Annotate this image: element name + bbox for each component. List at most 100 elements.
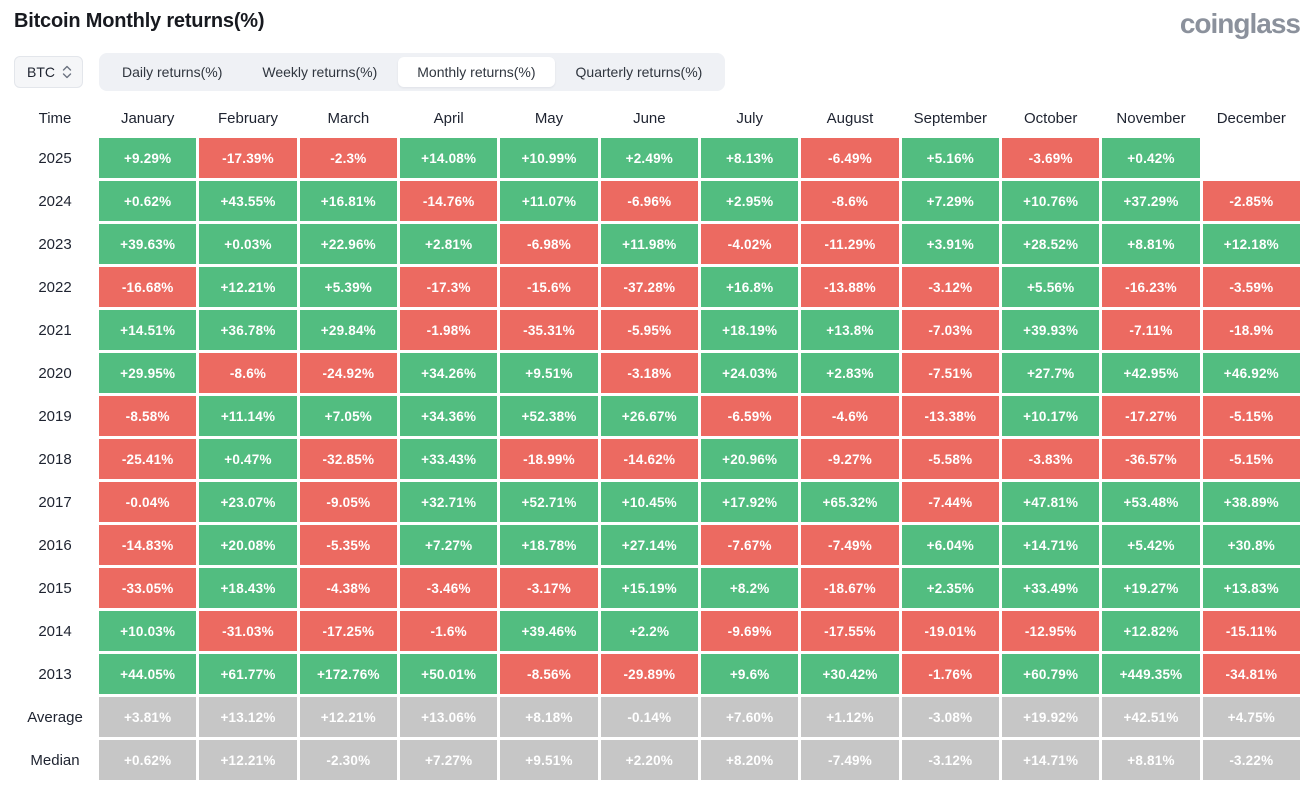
return-cell: +14.71% bbox=[1002, 525, 1100, 565]
return-cell: +11.14% bbox=[199, 396, 297, 436]
return-cell: -9.27% bbox=[801, 439, 899, 479]
return-cell: +19.92% bbox=[1002, 697, 1100, 737]
return-cell: -4.02% bbox=[701, 224, 799, 264]
return-cell: +12.21% bbox=[299, 697, 397, 737]
return-cell: +34.26% bbox=[400, 353, 498, 393]
return-cell: -7.51% bbox=[901, 353, 999, 393]
return-cell: +27.14% bbox=[600, 525, 698, 565]
return-cell: +14.51% bbox=[99, 310, 197, 350]
return-cell: -29.89% bbox=[600, 654, 698, 694]
return-cell: +9.6% bbox=[701, 654, 799, 694]
return-cell: +47.81% bbox=[1002, 482, 1100, 522]
return-cell: -5.35% bbox=[299, 525, 397, 565]
return-cell: -17.55% bbox=[801, 611, 899, 651]
return-cell: -9.69% bbox=[701, 611, 799, 651]
return-cell: -18.67% bbox=[801, 568, 899, 608]
row-label-2023: 2023 bbox=[38, 235, 72, 253]
return-cell: -0.14% bbox=[600, 697, 698, 737]
return-cell: -4.38% bbox=[299, 568, 397, 608]
return-cell: -3.46% bbox=[400, 568, 498, 608]
return-cell: +27.7% bbox=[1002, 353, 1100, 393]
return-cell: +29.95% bbox=[99, 353, 197, 393]
row-label-2016: 2016 bbox=[38, 536, 72, 554]
return-cell: +0.42% bbox=[1102, 138, 1200, 178]
return-cell: -18.99% bbox=[500, 439, 598, 479]
return-cell: +18.43% bbox=[199, 568, 297, 608]
tab-monthly-returns[interactable]: Monthly returns(%) bbox=[398, 57, 555, 87]
return-cell: -3.59% bbox=[1202, 267, 1300, 307]
coin-selector-value: BTC bbox=[27, 64, 55, 80]
return-cell: +33.43% bbox=[400, 439, 498, 479]
return-cell: -13.38% bbox=[901, 396, 999, 436]
return-cell: -6.96% bbox=[600, 181, 698, 221]
coin-selector[interactable]: BTC bbox=[14, 56, 83, 88]
return-cell: +53.48% bbox=[1102, 482, 1200, 522]
row-label-2019: 2019 bbox=[38, 407, 72, 425]
return-cell: +7.60% bbox=[701, 697, 799, 737]
return-cell: -18.9% bbox=[1202, 310, 1300, 350]
return-cell: +52.71% bbox=[500, 482, 598, 522]
return-cell: +11.98% bbox=[600, 224, 698, 264]
column-header-june: June bbox=[633, 110, 666, 127]
return-cell: +34.36% bbox=[400, 396, 498, 436]
return-cell: +8.2% bbox=[701, 568, 799, 608]
row-label-average: Average bbox=[27, 708, 83, 726]
return-cell: -13.88% bbox=[801, 267, 899, 307]
return-cell: -17.3% bbox=[400, 267, 498, 307]
return-cell: +22.96% bbox=[299, 224, 397, 264]
return-cell: -7.11% bbox=[1102, 310, 1200, 350]
return-cell: +13.06% bbox=[400, 697, 498, 737]
return-cell: +23.07% bbox=[199, 482, 297, 522]
return-cell: +24.03% bbox=[701, 353, 799, 393]
return-cell: +18.78% bbox=[500, 525, 598, 565]
return-cell: +13.12% bbox=[199, 697, 297, 737]
return-cell: -3.17% bbox=[500, 568, 598, 608]
return-cell: +13.83% bbox=[1202, 568, 1300, 608]
return-cell: +3.81% bbox=[99, 697, 197, 737]
return-cell: -12.95% bbox=[1002, 611, 1100, 651]
return-cell: -3.69% bbox=[1002, 138, 1100, 178]
return-cell: +10.76% bbox=[1002, 181, 1100, 221]
return-cell: -8.6% bbox=[801, 181, 899, 221]
tab-weekly-returns[interactable]: Weekly returns(%) bbox=[262, 64, 378, 80]
return-cell: +8.81% bbox=[1102, 740, 1200, 780]
column-header-december: December bbox=[1216, 110, 1286, 127]
return-cell: +42.95% bbox=[1102, 353, 1200, 393]
return-cell: +2.81% bbox=[400, 224, 498, 264]
return-cell: +46.92% bbox=[1202, 353, 1300, 393]
return-cell: +1.12% bbox=[801, 697, 899, 737]
return-cell: -2.85% bbox=[1202, 181, 1300, 221]
row-label-2024: 2024 bbox=[38, 192, 72, 210]
return-cell: +8.20% bbox=[701, 740, 799, 780]
return-cell: +42.51% bbox=[1102, 697, 1200, 737]
tab-quarterly-returns[interactable]: Quarterly returns(%) bbox=[575, 64, 703, 80]
return-cell bbox=[1203, 138, 1300, 178]
return-cell: -11.29% bbox=[801, 224, 899, 264]
return-cell: +32.71% bbox=[400, 482, 498, 522]
return-cell: +52.38% bbox=[500, 396, 598, 436]
return-cell: +10.99% bbox=[500, 138, 598, 178]
return-cell: -24.92% bbox=[299, 353, 397, 393]
return-cell: -34.81% bbox=[1202, 654, 1300, 694]
row-label-2022: 2022 bbox=[38, 278, 72, 296]
return-cell: +10.17% bbox=[1002, 396, 1100, 436]
return-cell: +2.95% bbox=[701, 181, 799, 221]
return-cell: +9.29% bbox=[99, 138, 197, 178]
column-header-april: April bbox=[433, 110, 464, 127]
return-cell: -36.57% bbox=[1102, 439, 1200, 479]
return-cell: +50.01% bbox=[400, 654, 498, 694]
return-cell: -8.6% bbox=[199, 353, 297, 393]
return-cell: +6.04% bbox=[901, 525, 999, 565]
return-cell: +28.52% bbox=[1002, 224, 1100, 264]
return-cell: -37.28% bbox=[600, 267, 698, 307]
return-cell: +44.05% bbox=[99, 654, 197, 694]
return-cell: -5.15% bbox=[1202, 439, 1300, 479]
return-cell: +20.96% bbox=[701, 439, 799, 479]
return-cell: +17.92% bbox=[701, 482, 799, 522]
return-cell: -1.6% bbox=[400, 611, 498, 651]
return-cell: +19.27% bbox=[1102, 568, 1200, 608]
return-cell: -1.76% bbox=[901, 654, 999, 694]
tab-daily-returns[interactable]: Daily returns(%) bbox=[122, 64, 223, 80]
return-cell: +8.18% bbox=[500, 697, 598, 737]
